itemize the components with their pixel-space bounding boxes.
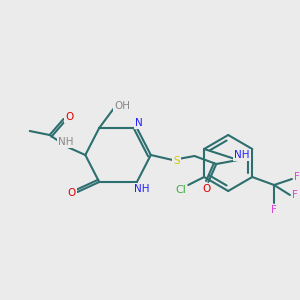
Text: N: N <box>135 118 143 128</box>
Text: Cl: Cl <box>175 185 186 195</box>
Text: O: O <box>67 188 76 198</box>
Text: NH: NH <box>234 150 250 160</box>
Text: F: F <box>292 190 298 200</box>
Text: F: F <box>294 172 300 182</box>
Text: O: O <box>65 112 74 122</box>
Text: NH: NH <box>58 137 73 147</box>
Text: NH: NH <box>134 184 150 194</box>
Text: O: O <box>202 184 211 194</box>
Text: S: S <box>173 156 180 166</box>
Text: OH: OH <box>114 101 130 111</box>
Text: F: F <box>271 205 277 215</box>
